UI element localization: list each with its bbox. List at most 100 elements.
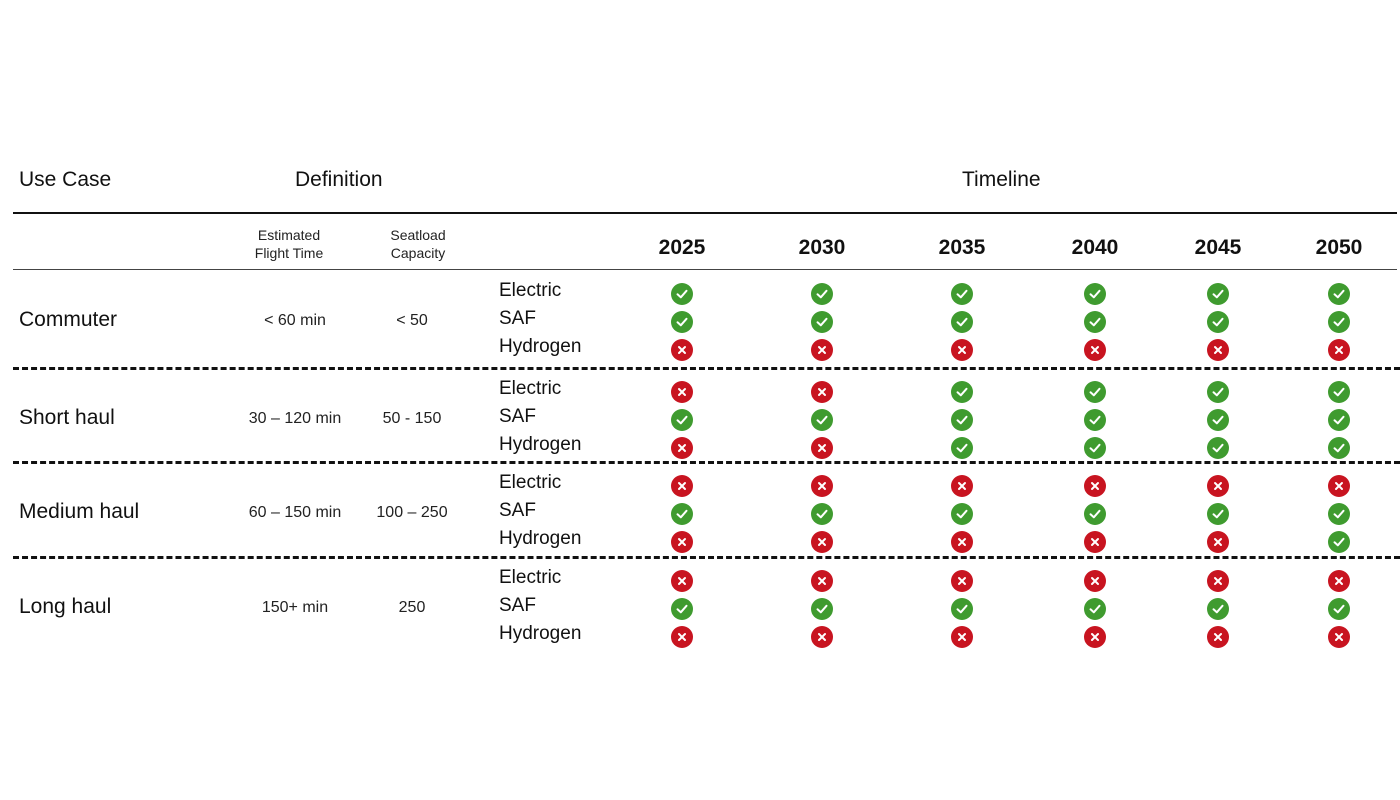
technology-label-electric: Electric <box>499 378 562 399</box>
technology-label-hydrogen: Hydrogen <box>499 623 582 644</box>
cross-icon <box>671 475 693 497</box>
cross-icon <box>671 437 693 459</box>
flight-time-subheader-line2: Flight Time <box>254 245 324 261</box>
check-icon <box>951 381 973 403</box>
check-icon <box>1328 598 1350 620</box>
use-case-name: Medium haul <box>19 500 140 523</box>
flight-time-value: 150+ min <box>261 599 329 616</box>
technology-label-saf: SAF <box>499 406 536 427</box>
cross-icon <box>811 437 833 459</box>
check-icon <box>811 503 833 525</box>
seatload-value: 100 – 250 <box>376 504 448 521</box>
check-icon <box>811 409 833 431</box>
check-icon <box>1328 311 1350 333</box>
check-icon <box>1207 503 1229 525</box>
year-2035: 2035 <box>938 236 986 259</box>
timeline-heading: Timeline <box>962 168 1041 191</box>
technology-label-electric: Electric <box>499 472 562 493</box>
cross-icon <box>811 626 833 648</box>
technology-label-saf: SAF <box>499 308 536 329</box>
seatload-value: < 50 <box>396 312 428 329</box>
check-icon <box>1207 311 1229 333</box>
definition-heading: Definition <box>295 168 383 191</box>
flight-time-subheader-line1: Estimated <box>257 227 321 243</box>
check-icon <box>1207 283 1229 305</box>
cross-icon <box>1084 531 1106 553</box>
technology-label-hydrogen: Hydrogen <box>499 528 582 549</box>
check-icon <box>1084 503 1106 525</box>
cross-icon <box>671 531 693 553</box>
check-icon <box>811 283 833 305</box>
use-case-name: Commuter <box>19 308 118 331</box>
check-icon <box>1084 598 1106 620</box>
check-icon <box>951 437 973 459</box>
group-separator <box>13 461 1400 464</box>
check-icon <box>1328 437 1350 459</box>
group-separator <box>13 367 1400 370</box>
check-icon <box>1084 437 1106 459</box>
technology-label-electric: Electric <box>499 567 562 588</box>
check-icon <box>1207 598 1229 620</box>
cross-icon <box>811 475 833 497</box>
seatload-subheader-line1: Seatload <box>390 227 446 243</box>
flight-time-value: 30 – 120 min <box>248 410 342 427</box>
use-case-group: Commuter < 60 min < 50 Electric SAF Hydrogen <box>0 274 1400 368</box>
cross-icon <box>811 339 833 361</box>
technology-label-saf: SAF <box>499 595 536 616</box>
cross-icon <box>1084 570 1106 592</box>
cross-icon <box>671 381 693 403</box>
technology-label-saf: SAF <box>499 500 536 521</box>
check-icon <box>951 598 973 620</box>
technology-label-electric: Electric <box>499 280 562 301</box>
check-icon <box>1084 409 1106 431</box>
seatload-subheader-line2: Capacity <box>390 245 446 261</box>
check-icon <box>671 598 693 620</box>
check-icon <box>1328 381 1350 403</box>
check-icon <box>1207 437 1229 459</box>
technology-label-hydrogen: Hydrogen <box>499 336 582 357</box>
cross-icon <box>671 339 693 361</box>
cross-icon <box>811 531 833 553</box>
flight-time-value: 60 – 150 min <box>248 504 342 521</box>
cross-icon <box>1207 339 1229 361</box>
check-icon <box>1084 311 1106 333</box>
year-2030: 2030 <box>798 236 846 259</box>
check-icon <box>1328 531 1350 553</box>
use-case-group: Short haul 30 – 120 min 50 - 150 Electric SA… <box>0 372 1400 466</box>
cross-icon <box>1328 339 1350 361</box>
cross-icon <box>951 626 973 648</box>
check-icon <box>1328 283 1350 305</box>
seatload-value: 250 <box>398 599 426 616</box>
cross-icon <box>1207 475 1229 497</box>
cross-icon <box>1084 626 1106 648</box>
cross-icon <box>671 570 693 592</box>
year-2045: 2045 <box>1194 236 1242 259</box>
use-case-name: Long haul <box>19 595 112 618</box>
check-icon <box>951 503 973 525</box>
year-2050: 2050 <box>1315 236 1363 259</box>
use-case-name: Short haul <box>19 406 115 429</box>
cross-icon <box>1328 570 1350 592</box>
technology-label-hydrogen: Hydrogen <box>499 434 582 455</box>
cross-icon <box>1207 570 1229 592</box>
use-case-group: Medium haul 60 – 150 min 100 – 250 Electric… <box>0 466 1400 560</box>
check-icon <box>671 409 693 431</box>
cross-icon <box>1328 626 1350 648</box>
use-case-heading: Use Case <box>19 168 112 191</box>
check-icon <box>951 409 973 431</box>
check-icon <box>811 598 833 620</box>
cross-icon <box>811 570 833 592</box>
cross-icon <box>1084 475 1106 497</box>
cross-icon <box>951 339 973 361</box>
flight-time-subheader: Estimated Flight Time <box>239 226 339 262</box>
group-separator <box>13 556 1400 559</box>
check-icon <box>811 311 833 333</box>
cross-icon <box>811 381 833 403</box>
subheader-rule <box>13 269 1397 270</box>
check-icon <box>951 311 973 333</box>
check-icon <box>951 283 973 305</box>
use-case-group: Long haul 150+ min 250 Electric SAF Hydrogen <box>0 561 1400 655</box>
year-2040: 2040 <box>1071 236 1119 259</box>
check-icon <box>671 311 693 333</box>
year-2025: 2025 <box>658 236 706 259</box>
